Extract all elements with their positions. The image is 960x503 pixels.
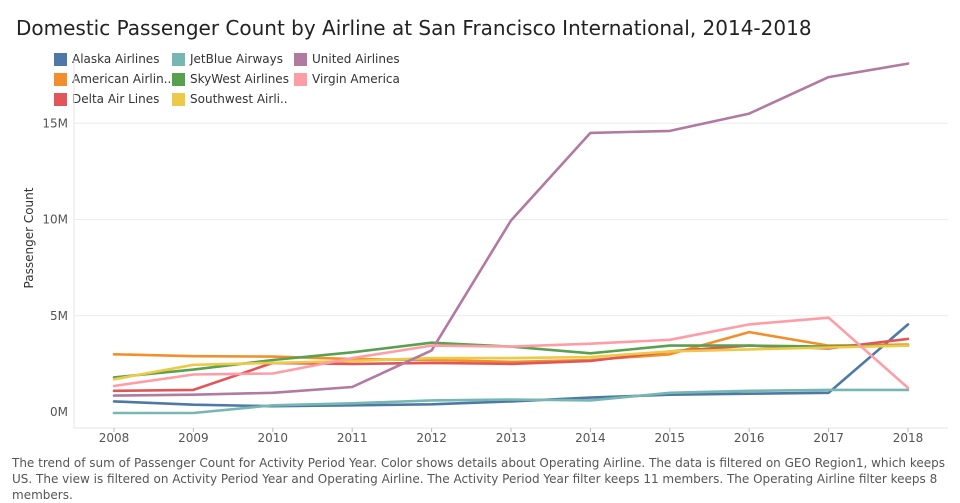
legend-swatch xyxy=(172,92,185,106)
x-tick-label: 2009 xyxy=(178,431,209,445)
legend-swatch xyxy=(172,52,185,66)
legend-item[interactable]: SkyWest Airlines xyxy=(172,70,289,88)
y-tick-label: 0M xyxy=(50,405,68,419)
x-tick-label: 2013 xyxy=(496,431,527,445)
series-line-alaska-airlines[interactable] xyxy=(112,323,910,408)
legend-item[interactable]: United Airlines xyxy=(294,50,400,68)
series-line-jetblue-airways[interactable] xyxy=(112,388,910,415)
axes: 0M 5M 10M 15M 2008 2009 2010 2011 2012 2013 2014 20… xyxy=(42,60,948,445)
y-tick-label: 15M xyxy=(42,116,68,130)
legend-swatch xyxy=(54,92,67,106)
x-tick-label: 2014 xyxy=(575,431,606,445)
x-tick-label: 2015 xyxy=(655,431,686,445)
chart-caption: The trend of sum of Passenger Count for … xyxy=(12,456,946,502)
legend-swatch xyxy=(54,52,67,66)
legend-label: United Airlines xyxy=(312,52,400,66)
y-axis-label: Passenger Count xyxy=(22,187,36,288)
legend-label: SkyWest Airlines xyxy=(190,72,289,86)
legend-item[interactable]: Southwest Airli.. xyxy=(172,90,288,108)
legend-item[interactable]: Virgin America xyxy=(294,70,400,88)
series-line-american-airlines[interactable] xyxy=(112,330,910,364)
legend-swatch xyxy=(294,52,307,66)
x-tick-label: 2011 xyxy=(337,431,368,445)
legend-swatch xyxy=(172,72,185,86)
legend-item[interactable]: Delta Air Lines xyxy=(54,90,159,108)
legend-swatch xyxy=(54,72,67,86)
legend-label: Delta Air Lines xyxy=(72,92,160,106)
x-tick-label: 2010 xyxy=(258,431,289,445)
x-tick-label: 2016 xyxy=(734,431,765,445)
legend-item[interactable]: American Airlin.. xyxy=(54,70,171,88)
series-line-virgin-america[interactable] xyxy=(112,316,910,390)
series-line-southwest-airlines[interactable] xyxy=(112,344,910,381)
x-tick-label: 2017 xyxy=(813,431,844,445)
x-tick-label: 2008 xyxy=(99,431,130,445)
y-tick-label: 5M xyxy=(50,309,68,323)
legend-label: Southwest Airli.. xyxy=(190,92,288,106)
legend-label: JetBlue Airways xyxy=(190,52,283,66)
chart-title: Domestic Passenger Count by Airline at S… xyxy=(16,16,812,40)
series-line-united-airlines[interactable] xyxy=(112,62,910,397)
x-tick-label: 2012 xyxy=(416,431,447,445)
x-tick-label: 2018 xyxy=(893,431,924,445)
legend-swatch xyxy=(294,72,307,86)
series-lines xyxy=(112,62,910,415)
legend-item[interactable]: Alaska Airlines xyxy=(54,50,159,68)
line-chart: 0M 5M 10M 15M 2008 2009 2010 2011 2012 2013 2014 20… xyxy=(22,60,948,445)
legend: Alaska Airlines American Airlin.. Delta Ai… xyxy=(54,50,414,110)
legend-label: Alaska Airlines xyxy=(72,52,160,66)
legend-label: Virgin America xyxy=(312,72,400,86)
y-tick-label: 10M xyxy=(42,213,68,227)
legend-label: American Airlin.. xyxy=(72,72,172,86)
legend-item[interactable]: JetBlue Airways xyxy=(172,50,283,68)
